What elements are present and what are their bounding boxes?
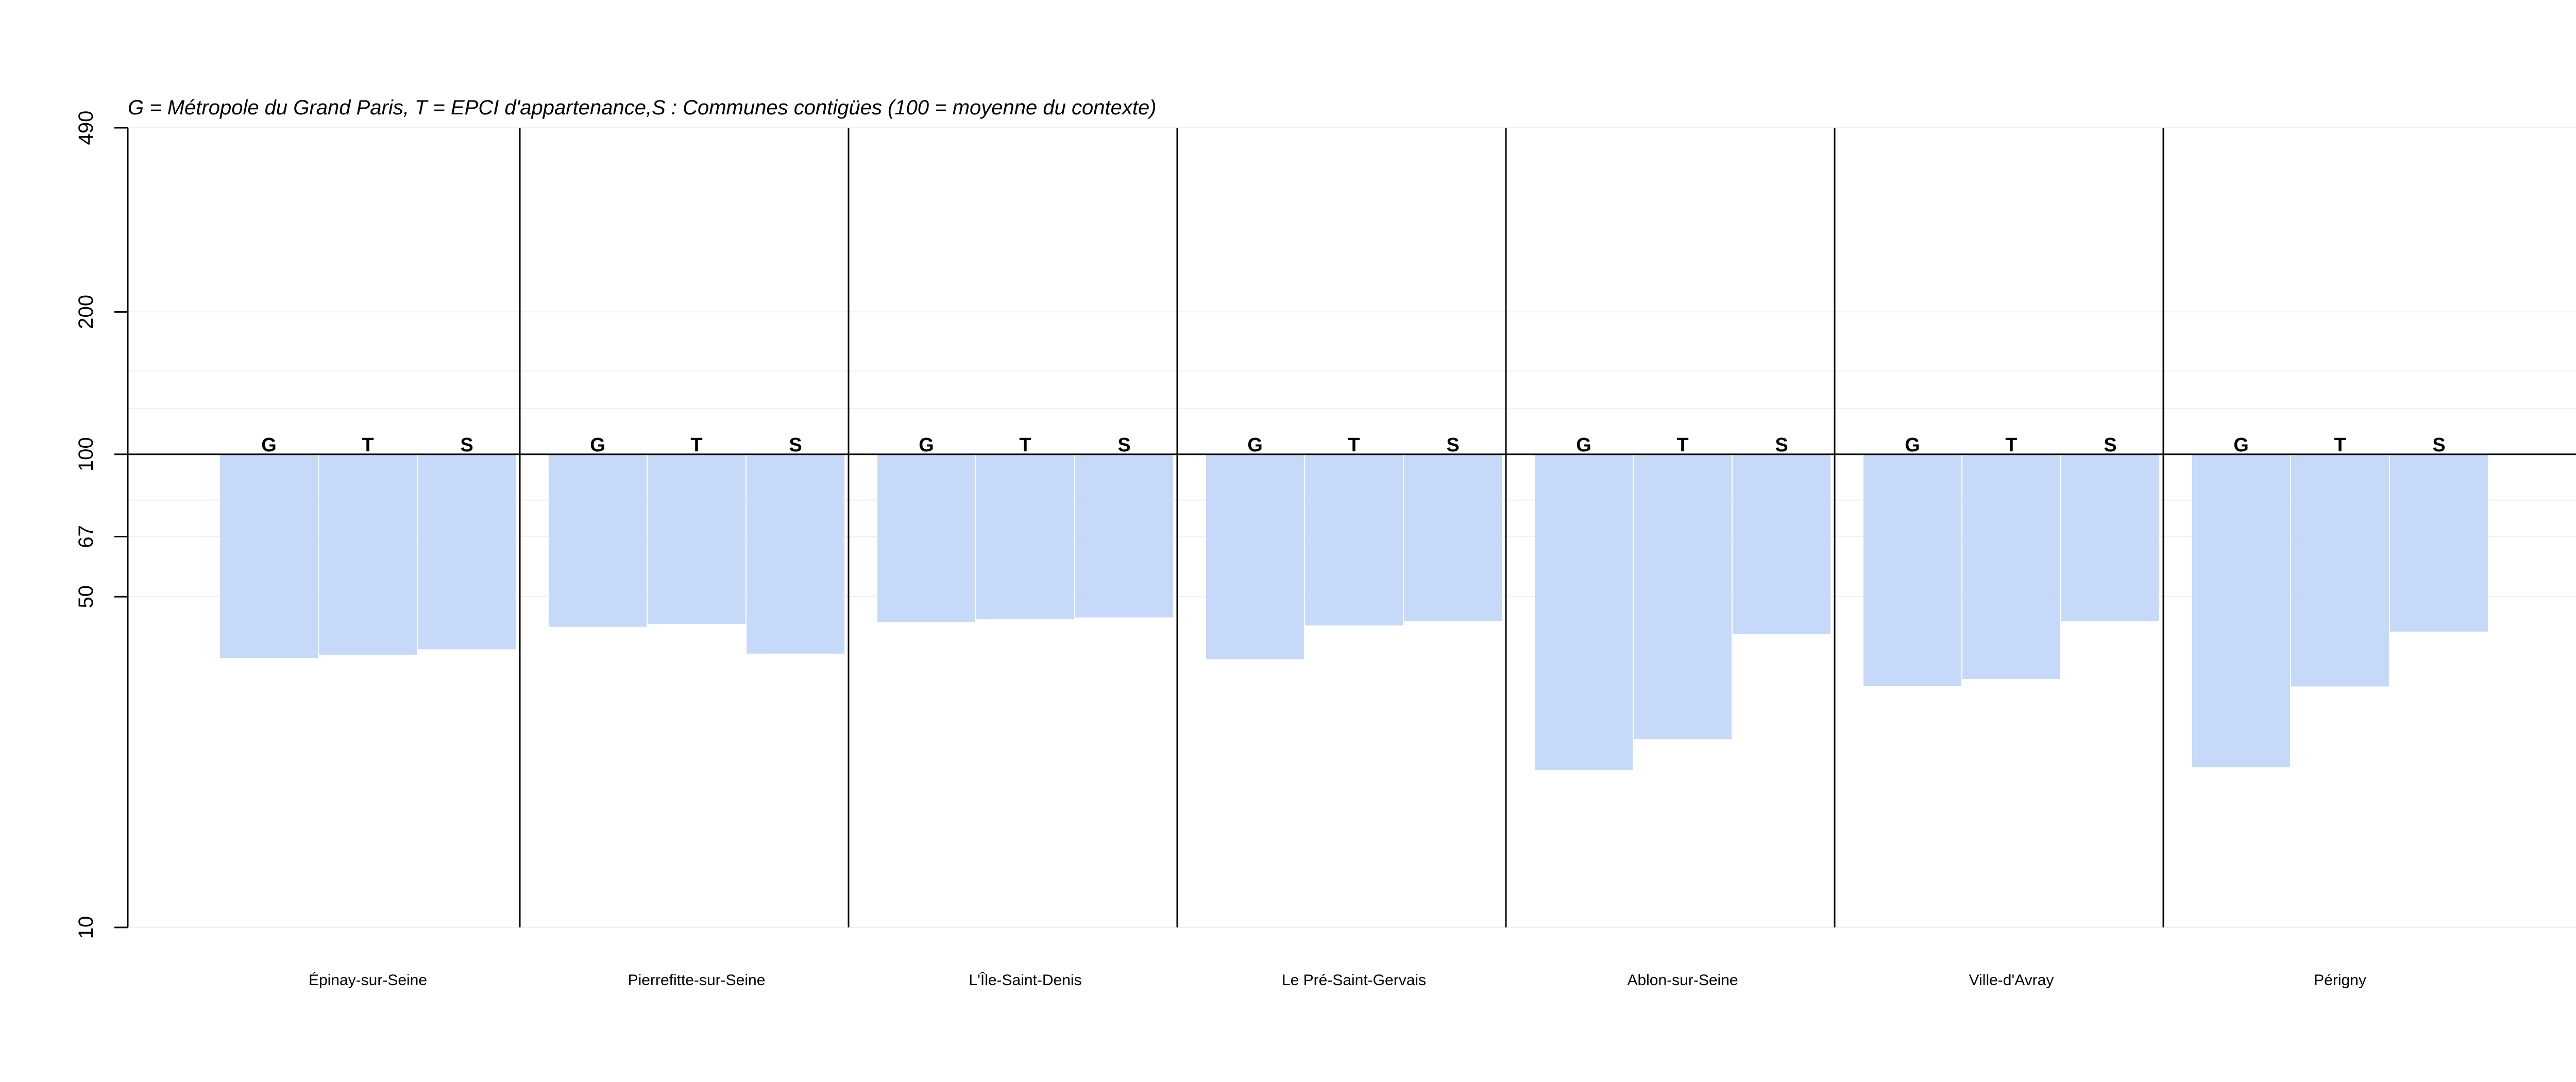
- x-label-0: Épinay-sur-Seine: [309, 972, 427, 989]
- x-axis-labels: Épinay-sur-Seine Pierrefitte-sur-Seine L'Î…: [309, 972, 2366, 989]
- y-tick-label-0: 10: [75, 916, 97, 939]
- bar-6-S: [2390, 454, 2488, 632]
- bar-6-G: [2192, 454, 2290, 768]
- bar-4-T: [1634, 454, 1732, 739]
- y-axis-ticks: 10 50 67 100 200 490: [75, 111, 128, 939]
- series-letter-2-G: G: [919, 434, 934, 456]
- bar-0-G: [220, 454, 318, 658]
- y-tick-label-5: 490: [75, 111, 97, 145]
- bars: [220, 454, 2488, 770]
- x-label-1: Pierrefitte-sur-Seine: [628, 972, 766, 989]
- y-tick-label-2: 67: [75, 525, 97, 548]
- bar-3-S: [1404, 454, 1502, 621]
- bar-2-G: [877, 454, 975, 622]
- y-tick-label-3: 100: [75, 437, 97, 471]
- bar-0-T: [319, 454, 417, 655]
- series-letter-1-T: T: [690, 434, 702, 456]
- bar-1-G: [549, 454, 647, 627]
- series-letter-1-S: S: [789, 434, 802, 456]
- chart-title: G = Métropole du Grand Paris, T = EPCI d…: [128, 96, 1157, 119]
- series-letter-3-T: T: [1348, 434, 1360, 456]
- series-letter-0-S: S: [460, 434, 473, 456]
- bar-2-S: [1075, 454, 1173, 618]
- bar-0-S: [418, 454, 516, 650]
- series-letter-2-T: T: [1019, 434, 1031, 456]
- y-tick-label-1: 50: [75, 585, 97, 608]
- series-letter-5-S: S: [2104, 434, 2116, 456]
- series-letter-3-S: S: [1446, 434, 1459, 456]
- series-letter-4-G: G: [1576, 434, 1591, 456]
- series-letter-6-G: G: [2233, 434, 2249, 456]
- x-label-6: Périgny: [2314, 972, 2366, 989]
- series-letter-0-T: T: [362, 434, 374, 456]
- series-letter-6-T: T: [2334, 434, 2346, 456]
- series-letter-0-G: G: [261, 434, 277, 456]
- bar-3-T: [1305, 454, 1403, 625]
- series-letter-1-G: G: [590, 434, 605, 456]
- series-letter-5-T: T: [2005, 434, 2017, 456]
- bar-5-S: [2061, 454, 2159, 621]
- bar-2-T: [976, 454, 1074, 619]
- bar-5-G: [1863, 454, 1961, 686]
- bar-1-S: [747, 454, 844, 654]
- series-letter-4-T: T: [1676, 434, 1688, 456]
- x-label-3: Le Pré-Saint-Gervais: [1282, 972, 1426, 989]
- x-label-5: Ville-d'Avray: [1969, 972, 2054, 989]
- y-tick-label-4: 200: [75, 295, 97, 329]
- bar-4-S: [1733, 454, 1831, 634]
- x-label-4: Ablon-sur-Seine: [1627, 972, 1738, 989]
- series-letter-5-G: G: [1905, 434, 1920, 456]
- bar-4-G: [1535, 454, 1633, 770]
- series-letter-3-G: G: [1247, 434, 1263, 456]
- bar-1-T: [648, 454, 745, 624]
- series-letter-6-S: S: [2432, 434, 2445, 456]
- bar-5-T: [1962, 454, 2060, 679]
- bar-6-T: [2291, 454, 2389, 687]
- group-separators: [519, 128, 2164, 927]
- x-label-2: L'Île-Saint-Denis: [969, 972, 1081, 989]
- series-letter-4-S: S: [1775, 434, 1788, 456]
- bar-3-G: [1206, 454, 1304, 660]
- series-letter-2-S: S: [1117, 434, 1130, 456]
